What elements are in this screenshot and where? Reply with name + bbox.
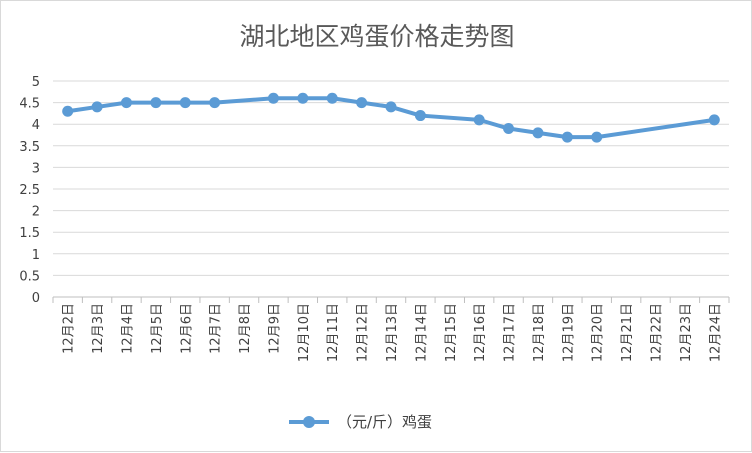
data-point <box>209 97 221 109</box>
x-tick-label: 12月5日 <box>150 303 165 354</box>
y-tick-label: 2 <box>32 205 40 220</box>
data-point <box>150 97 162 109</box>
data-point <box>503 123 515 135</box>
y-tick-label: 1 <box>32 248 40 263</box>
legend: （元/斤）鸡蛋 <box>289 413 432 431</box>
data-point <box>62 105 74 117</box>
x-tick-label: 12月11日 <box>326 303 341 362</box>
x-tick-label: 12月3日 <box>91 303 106 354</box>
data-point <box>708 114 720 126</box>
x-tick-label: 12月21日 <box>620 303 635 362</box>
y-tick-label: 1.5 <box>19 226 40 241</box>
x-tick-label: 12月12日 <box>356 303 371 362</box>
x-tick-label: 12月18日 <box>532 303 547 362</box>
data-point <box>120 97 132 109</box>
y-tick-label: 5 <box>32 75 40 90</box>
data-point <box>267 92 279 104</box>
x-tick-label: 12月4日 <box>120 303 135 354</box>
y-tick-label: 0 <box>32 291 40 306</box>
data-point <box>473 114 485 126</box>
data-point <box>356 97 368 109</box>
data-point <box>91 101 103 113</box>
y-tick-label: 4 <box>32 118 40 133</box>
data-point <box>297 92 309 104</box>
data-point <box>179 97 191 109</box>
chart-title: 湖北地区鸡蛋价格走势图 <box>239 22 514 51</box>
x-tick-label: 12月10日 <box>297 303 312 362</box>
x-tick-label: 12月7日 <box>209 303 224 354</box>
x-tick-label: 12月14日 <box>414 303 429 362</box>
data-point <box>414 110 426 122</box>
y-tick-label: 2.5 <box>19 183 40 198</box>
x-tick-label: 12月17日 <box>503 303 518 362</box>
x-tick-label: 12月20日 <box>591 303 606 362</box>
gridlines <box>53 80 729 298</box>
data-point <box>326 92 338 104</box>
y-tick-label: 0.5 <box>19 269 40 284</box>
x-tick-label: 12月8日 <box>238 303 253 354</box>
x-tick-label: 12月24日 <box>708 303 723 362</box>
x-tick-label: 12月15日 <box>444 303 459 362</box>
x-tick-label: 12月16日 <box>473 303 488 362</box>
y-axis-ticks: 0 0.5 1 1.5 2 2.5 3 3.5 4 4.5 5 <box>19 75 40 306</box>
data-point <box>591 131 603 143</box>
legend-marker-swatch <box>303 416 315 428</box>
series-points <box>62 92 720 143</box>
x-tick-label: 12月9日 <box>267 303 282 354</box>
data-point <box>532 127 544 139</box>
legend-label: （元/斤）鸡蛋 <box>337 413 432 431</box>
x-tick-label: 12月23日 <box>679 303 694 362</box>
data-point <box>561 131 573 143</box>
x-tick-label: 12月2日 <box>62 303 77 354</box>
data-point <box>385 101 397 113</box>
x-tick-label: 12月13日 <box>385 303 400 362</box>
x-tick-label: 12月19日 <box>561 303 576 362</box>
y-tick-label: 3 <box>32 161 40 176</box>
x-axis-ticks: 12月2日 12月3日 12月4日 12月5日 12月6日 12月7日 12月8日 12月9日… <box>52 297 730 362</box>
x-tick-label: 12月6日 <box>179 303 194 354</box>
y-tick-label: 4.5 <box>19 97 40 112</box>
y-tick-label: 3.5 <box>19 140 40 155</box>
x-tick-label: 12月22日 <box>650 303 665 362</box>
